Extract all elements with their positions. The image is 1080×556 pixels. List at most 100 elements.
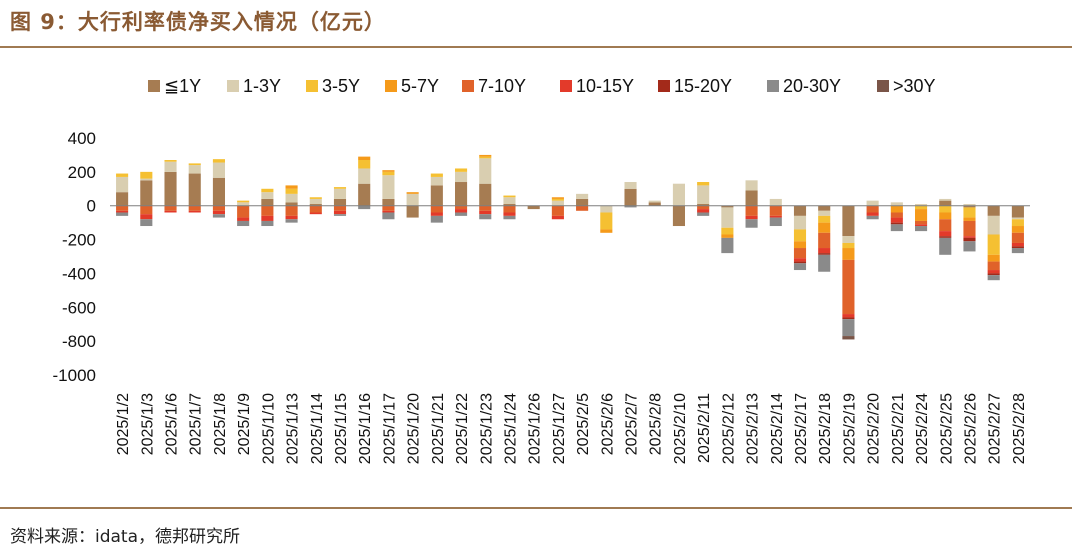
x-tick-label: 2025/2/25 <box>938 393 955 464</box>
y-tick-label: -200 <box>62 231 96 250</box>
x-tick-label: 2025/1/3 <box>139 393 156 455</box>
bar-segment <box>891 218 903 223</box>
legend-swatch <box>306 80 318 92</box>
bar-segment <box>624 189 636 206</box>
bar-segment <box>358 157 370 160</box>
x-tick-label: 2025/2/26 <box>962 393 979 464</box>
bar-segment <box>479 184 491 206</box>
bar-segment <box>310 197 322 199</box>
bar-segment <box>503 196 515 198</box>
x-tick-label: 2025/1/9 <box>236 393 253 455</box>
bar-segment <box>358 184 370 206</box>
bar-segment <box>479 155 491 157</box>
x-tick-label: 2025/1/13 <box>285 393 302 464</box>
x-tick-label: 2025/1/17 <box>381 393 398 464</box>
bar-segment <box>455 209 467 212</box>
bar-segment <box>286 189 298 194</box>
bar-segment <box>140 206 152 214</box>
bar-segment <box>286 194 298 202</box>
bar-segment <box>818 233 830 248</box>
bar-segment <box>1012 206 1024 218</box>
bar-segment <box>963 207 975 217</box>
bar-segment <box>963 241 975 251</box>
x-tick-label: 2025/1/6 <box>164 393 181 455</box>
bar-segment <box>818 223 830 233</box>
bar-segment <box>939 201 951 206</box>
bar-segment <box>213 206 225 211</box>
bar-segment <box>189 165 201 173</box>
bar-segment <box>770 216 782 218</box>
bar-segment <box>721 234 733 237</box>
bar-segment <box>140 214 152 219</box>
bar-segment <box>1012 246 1024 248</box>
bar-segment <box>358 168 370 183</box>
bar-segment <box>164 206 176 211</box>
bar-segment <box>334 206 346 211</box>
bar-segment <box>818 211 830 216</box>
bar-segment <box>552 199 564 201</box>
bar-segment <box>382 206 394 211</box>
y-tick-label: 200 <box>68 163 96 182</box>
bar-segment <box>794 262 806 264</box>
title-divider <box>0 46 1072 48</box>
bar-segment <box>818 255 830 272</box>
bar-segment <box>140 172 152 179</box>
bar-segment <box>988 255 1000 262</box>
bar-segment <box>915 209 927 221</box>
bar-segment <box>794 263 806 270</box>
bar-segment <box>334 199 346 206</box>
bar-segment <box>770 206 782 216</box>
bar-segment <box>1012 219 1024 226</box>
bar-segment <box>988 275 1000 280</box>
bar-segment <box>286 219 298 222</box>
x-tick-label: 2025/1/10 <box>260 393 277 464</box>
legend-label: 10-15Y <box>576 76 634 96</box>
legend-label: 3-5Y <box>322 76 360 96</box>
bar-segment <box>286 206 298 216</box>
bar-segment <box>1012 233 1024 243</box>
bar-segment <box>116 192 128 206</box>
bar-segment <box>721 228 733 235</box>
legend-label: 5-7Y <box>401 76 439 96</box>
x-tick-label: 2025/2/20 <box>866 393 883 464</box>
x-tick-label: 2025/2/12 <box>720 393 737 464</box>
x-tick-label: 2025/2/14 <box>769 393 786 464</box>
bar-segment <box>1012 248 1024 253</box>
bar-segment <box>552 216 564 219</box>
x-tick-label: 2025/1/21 <box>430 393 447 464</box>
bar-segment <box>310 206 322 213</box>
bar-segment <box>600 206 612 213</box>
bar-segment <box>382 212 394 219</box>
bar-segment <box>237 206 249 218</box>
x-tick-label: 2025/2/10 <box>672 393 689 464</box>
bar-segment <box>867 216 879 219</box>
bar-segment <box>867 212 879 215</box>
bar-segment <box>697 209 709 212</box>
bar-segment <box>382 199 394 206</box>
y-tick-label: -400 <box>62 264 96 283</box>
x-tick-label: 2025/1/7 <box>188 393 205 455</box>
legend-swatch <box>877 80 889 92</box>
bar-segment <box>818 248 830 253</box>
legend-label: 20-30Y <box>783 76 841 96</box>
bar-segment <box>286 185 298 188</box>
bar-segment <box>116 174 128 177</box>
footer-divider <box>0 507 1072 509</box>
bar-segment <box>794 241 806 248</box>
bar-segment <box>116 177 128 192</box>
x-tick-label: 2025/1/20 <box>406 393 423 464</box>
bar-segment <box>770 218 782 226</box>
y-axis: 400 200 0 -200 -400 -600 -800 -1000 <box>53 129 96 385</box>
bar-segment <box>939 231 951 236</box>
x-tick-label: 2025/1/15 <box>333 393 350 464</box>
bar-segment <box>818 253 830 255</box>
bar-segment <box>479 157 491 159</box>
bar-segment <box>600 229 612 232</box>
bar-segment <box>794 258 806 261</box>
bar-segment <box>988 270 1000 273</box>
bar-segment <box>576 206 588 211</box>
bar-segment <box>358 206 370 209</box>
bar-segment <box>939 219 951 231</box>
x-tick-label: 2025/2/24 <box>914 393 931 464</box>
bar-segment <box>963 238 975 241</box>
